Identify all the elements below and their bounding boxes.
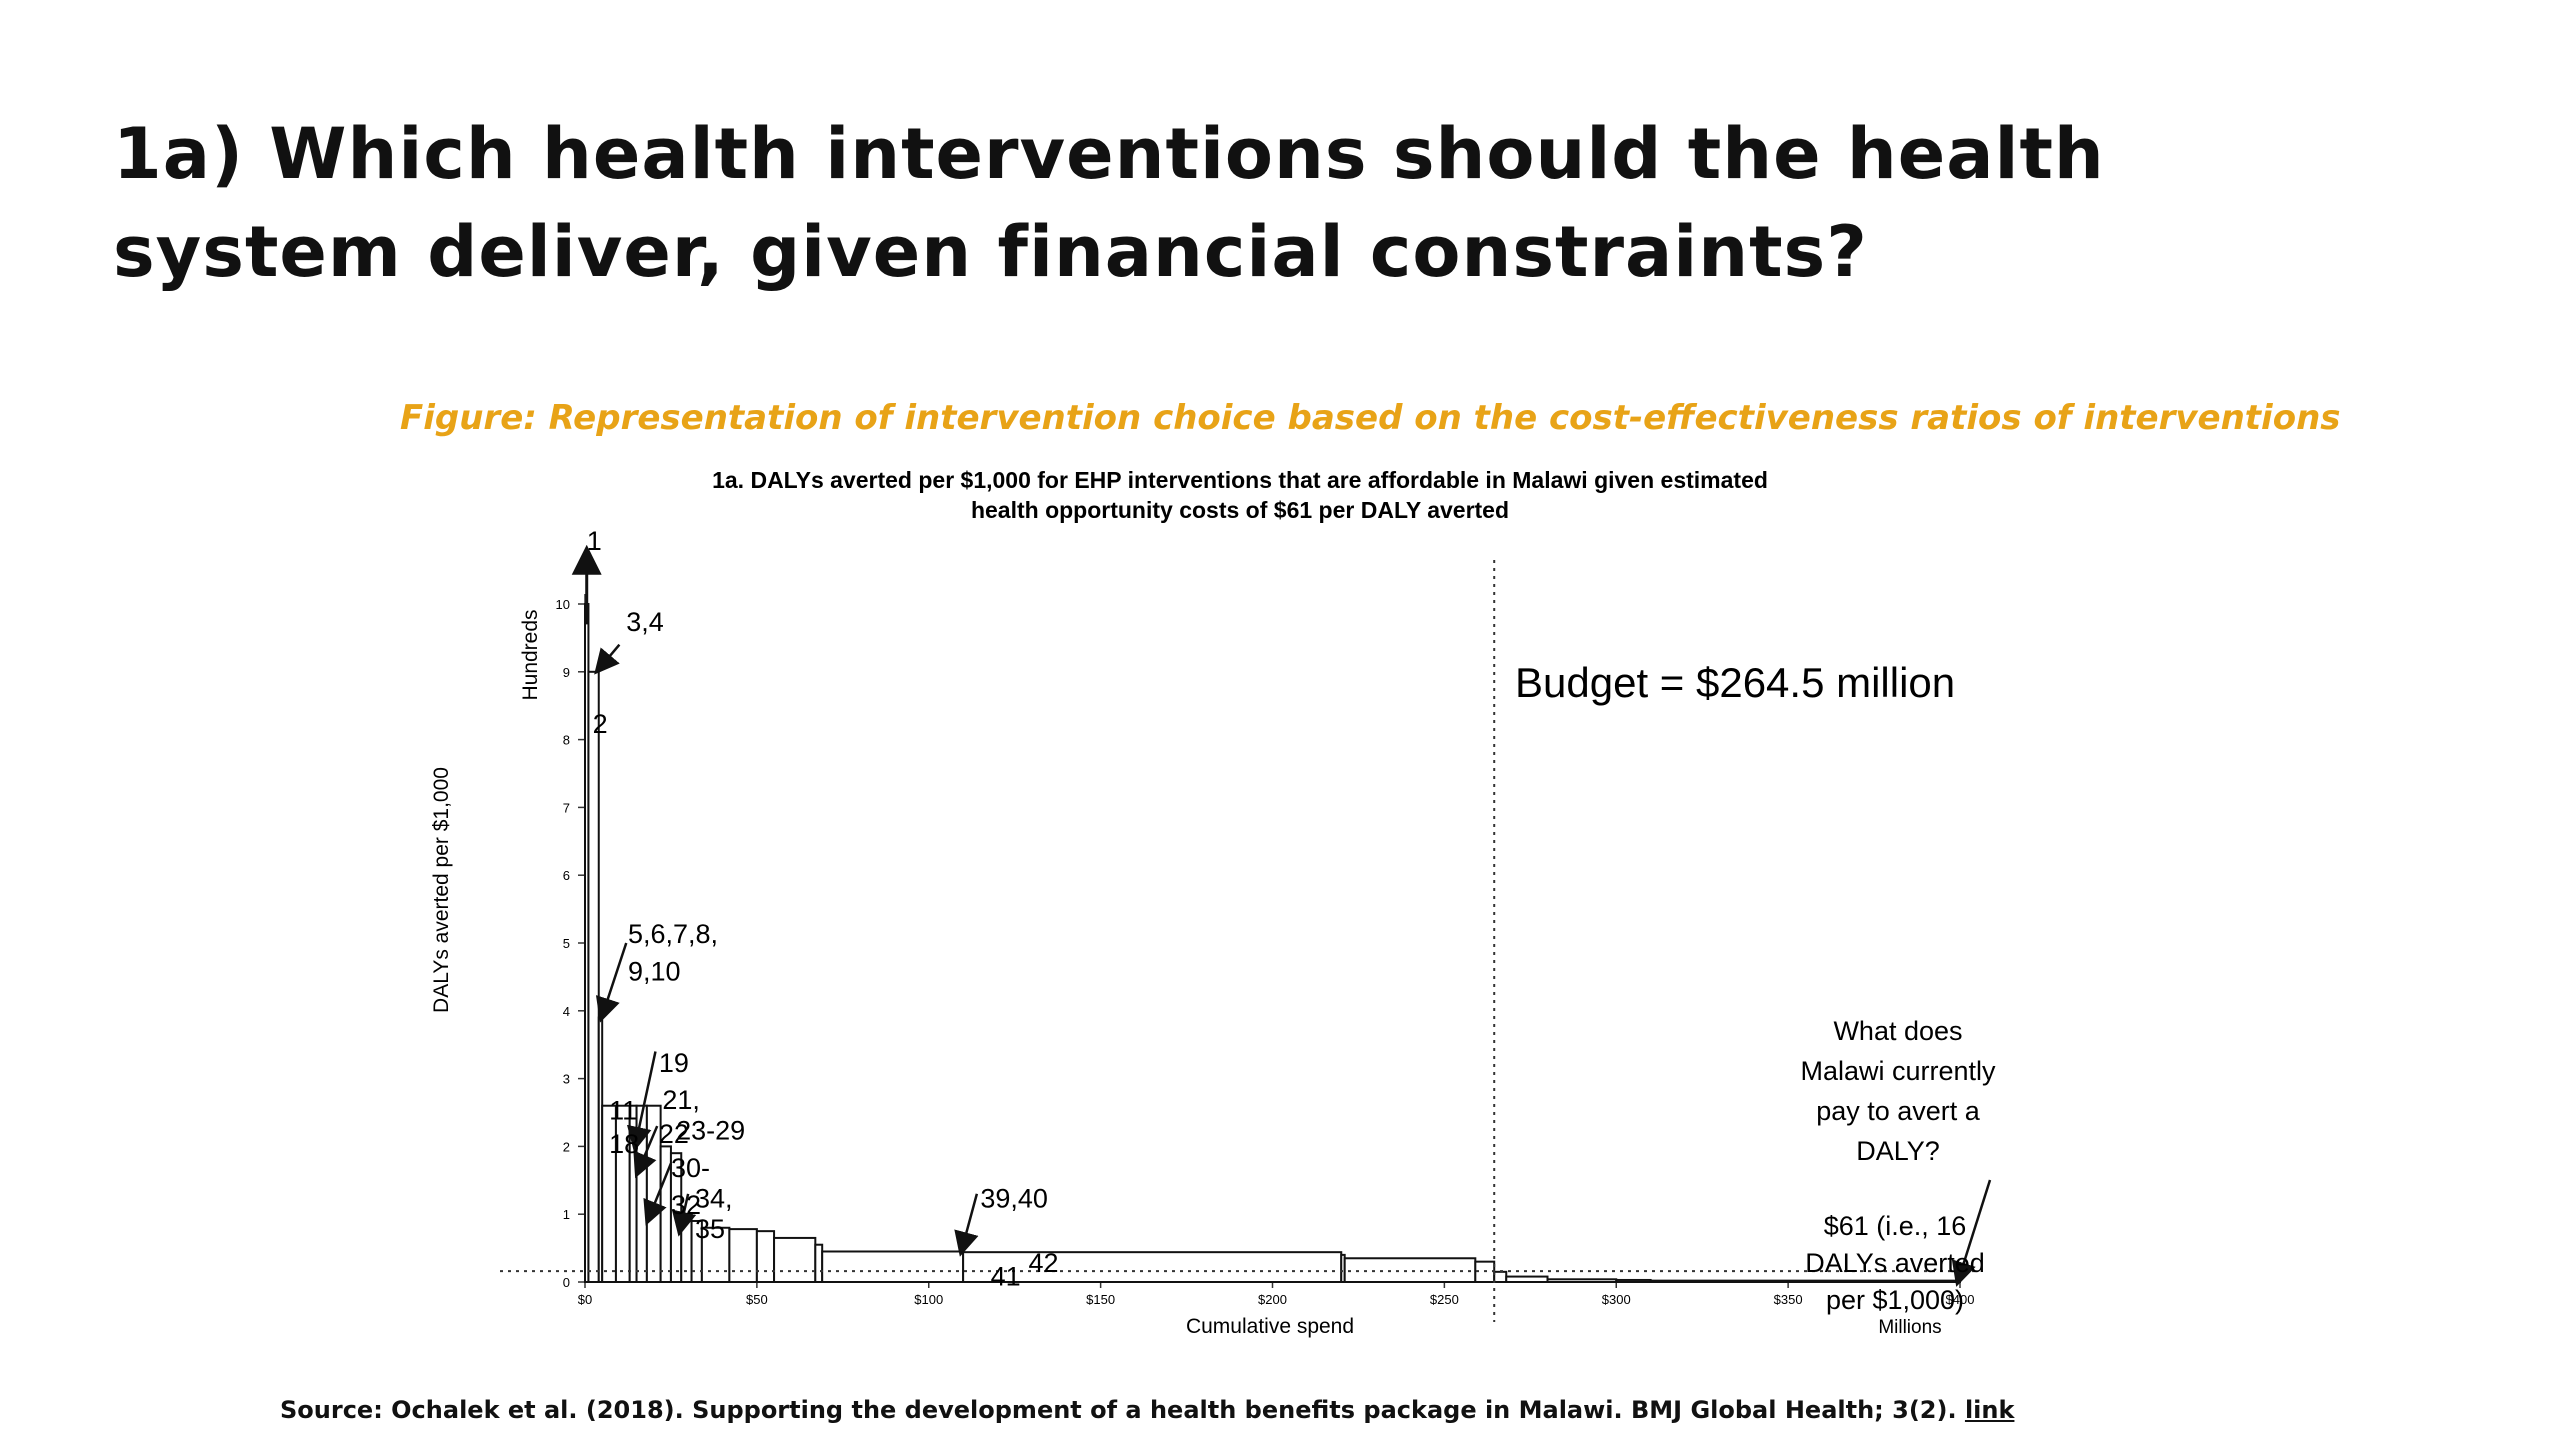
figure-caption: Figure: Representation of intervention c…	[400, 398, 2341, 438]
y-tick-label: 2	[563, 1139, 570, 1154]
source-text: Source: Ochalek et al. (2018). Supportin…	[280, 1396, 1957, 1424]
y-tick-label: 8	[563, 733, 570, 748]
x-tick-label: $150	[1086, 1292, 1115, 1307]
source-link[interactable]: link	[1964, 1396, 2015, 1424]
intervention-label: 5,6,7,8,	[628, 919, 718, 949]
y-tick-label: 9	[563, 665, 570, 680]
bar	[587, 670, 600, 1283]
source-citation: Source: Ochalek et al. (2018). Supportin…	[280, 1396, 2014, 1424]
intervention-label: 9,10	[628, 956, 681, 986]
y-axis-label: DALYs averted per $1,000	[430, 767, 453, 1013]
budget-label: Budget = $264.5 million	[1515, 659, 1955, 706]
bar	[1505, 1275, 1549, 1284]
y-tick-label: 7	[563, 800, 570, 815]
x-tick-label: $400	[1946, 1292, 1975, 1307]
bar	[1649, 1279, 1961, 1284]
pointer-arrow	[595, 942, 628, 1023]
y-tick-label: 0	[563, 1275, 570, 1290]
question-line: What does	[1833, 1016, 1962, 1046]
intervention-label: 23-29	[676, 1116, 745, 1146]
x-tick-label: $50	[746, 1292, 768, 1307]
intervention-label: 1	[587, 526, 602, 556]
y-tick-label: 1	[563, 1207, 570, 1222]
y-tick-label: 4	[563, 1004, 570, 1019]
chart-title-line1: 1a. DALYs averted per $1,000 for EHP int…	[712, 467, 1768, 493]
bar	[755, 1230, 776, 1284]
x-tick-label: $0	[578, 1292, 592, 1307]
bar	[1343, 1257, 1477, 1284]
bar	[728, 1228, 758, 1283]
answer-line: $61 (i.e., 16	[1824, 1211, 1967, 1241]
bar	[1615, 1278, 1652, 1283]
bar	[814, 1243, 824, 1283]
y-tick-label: 3	[563, 1072, 570, 1087]
bar	[773, 1236, 817, 1284]
intervention-label: 42	[1028, 1248, 1058, 1278]
intervention-label: 21,	[662, 1085, 700, 1115]
bar	[821, 1250, 965, 1283]
pointer-arrow	[1951, 1179, 1992, 1287]
bar	[962, 1251, 1343, 1283]
intervention-label: 41	[991, 1261, 1021, 1291]
x-axis-unit: Millions	[1878, 1317, 1941, 1338]
intervention-label: 18	[609, 1129, 639, 1159]
bar	[680, 1216, 693, 1283]
x-tick-label: $200	[1258, 1292, 1287, 1307]
intervention-label: 2	[593, 709, 608, 739]
question-line: DALY?	[1856, 1136, 1940, 1166]
bar	[1546, 1278, 1618, 1283]
intervention-label: 19	[659, 1048, 689, 1078]
pointer-arrow	[643, 1162, 673, 1226]
bar	[1493, 1270, 1508, 1283]
intervention-label: 34,	[695, 1183, 733, 1213]
y-tick-label: 10	[556, 597, 570, 612]
question-line: Malawi currently	[1800, 1056, 1996, 1086]
y-tick-label: 6	[563, 868, 570, 883]
intervention-label: 35	[695, 1214, 725, 1244]
intervention-label: 39,40	[980, 1183, 1048, 1213]
intervention-label: 32	[671, 1190, 701, 1220]
pointer-arrow	[633, 1125, 659, 1179]
chart-title-line2: health opportunity costs of $61 per DALY…	[971, 497, 1509, 523]
pointer-arrow	[954, 1193, 979, 1257]
intervention-label: 30-	[671, 1153, 710, 1183]
x-tick-label: $250	[1430, 1292, 1459, 1307]
y-axis-unit: Hundreds	[519, 609, 542, 700]
bar	[700, 1226, 731, 1284]
intervention-label: 11	[609, 1095, 637, 1125]
pointer-arrow	[671, 1193, 697, 1237]
slide-title: 1a) Which health interventions should th…	[113, 113, 2105, 293]
x-tick-label: $300	[1602, 1292, 1631, 1307]
answer-line: per $1,000)	[1826, 1285, 1964, 1315]
question-line: pay to avert a	[1816, 1096, 1981, 1126]
intervention-label: 3,4	[626, 607, 664, 637]
answer-line: DALYs averted	[1805, 1248, 1985, 1278]
pointer-arrow	[594, 643, 621, 675]
x-axis-label: Cumulative spend	[1186, 1315, 1354, 1338]
x-tick-label: $100	[914, 1292, 943, 1307]
y-tick-label: 5	[563, 936, 570, 951]
x-tick-label: $350	[1774, 1292, 1803, 1307]
pointer-arrow	[626, 1051, 657, 1152]
intervention-label: 22	[659, 1119, 689, 1149]
